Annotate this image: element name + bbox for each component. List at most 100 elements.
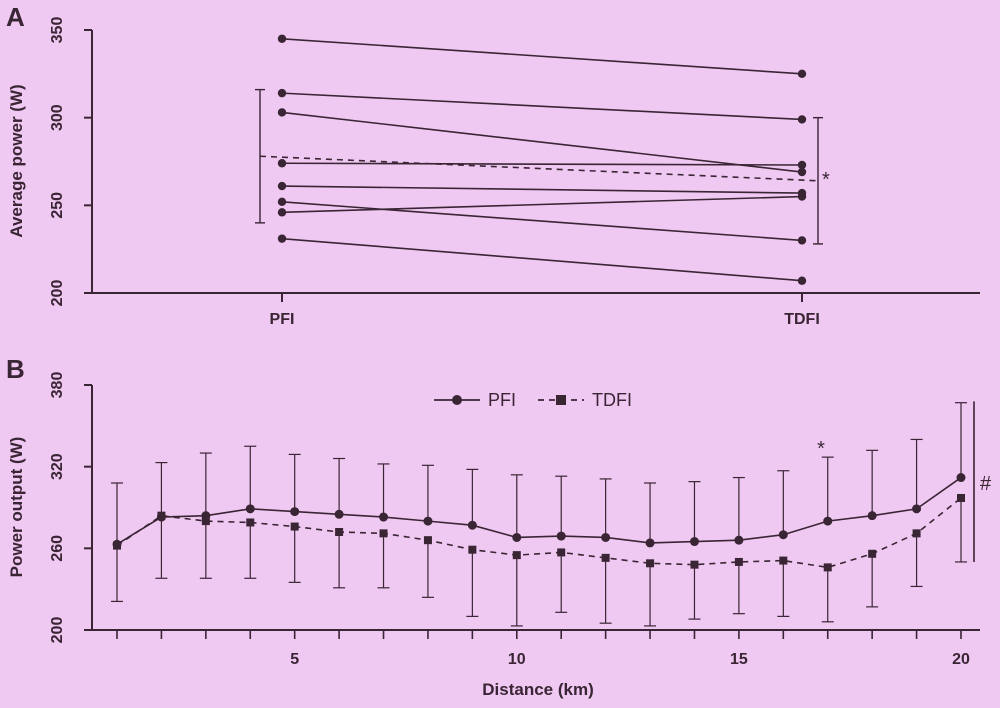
pfi-point-15 bbox=[778, 530, 788, 540]
panel-a-significance-star: * bbox=[822, 169, 830, 191]
participant-0-point-1 bbox=[797, 69, 807, 79]
participant-3-point-0 bbox=[277, 159, 287, 168]
pfi-point-3 bbox=[245, 504, 255, 514]
pfi-point-6 bbox=[379, 512, 389, 522]
tdfi-point-18 bbox=[912, 529, 921, 538]
mean-dashed-line bbox=[259, 155, 819, 182]
panel-b-chart: 200 260 320 380 5 10 15 20 Power output (W) Di… bbox=[7, 372, 992, 699]
tdfi-point-11 bbox=[601, 553, 610, 562]
panel-b-y-tick-label-2: 320 bbox=[49, 453, 66, 480]
participant-2-point-0 bbox=[277, 108, 287, 117]
pfi-point-13 bbox=[689, 537, 699, 547]
legend-pfi-label: PFI bbox=[488, 390, 516, 410]
panel-b-x-tick-label-1: 10 bbox=[508, 651, 526, 668]
pfi-point-0 bbox=[112, 539, 122, 549]
participant-7-point-1 bbox=[797, 276, 807, 285]
tdfi-point-16 bbox=[823, 563, 832, 572]
participant-2-point-1 bbox=[797, 167, 807, 177]
panel-b-x-axis-label: Distance (km) bbox=[482, 680, 593, 699]
tdfi-point-4 bbox=[290, 522, 299, 531]
panel-a-y-tick-label-0: 200 bbox=[49, 280, 66, 307]
tdfi-point-10 bbox=[557, 548, 566, 557]
tdfi-point-6 bbox=[379, 529, 388, 538]
tdfi-point-9 bbox=[512, 551, 521, 560]
participant-1-point-1 bbox=[797, 115, 807, 124]
participant-0-point-0 bbox=[277, 34, 287, 43]
tdfi-point-17 bbox=[868, 549, 877, 558]
pfi-point-5 bbox=[334, 509, 344, 519]
legend-pfi-marker bbox=[452, 395, 462, 405]
panel-b-y-tick-label-0: 200 bbox=[49, 617, 66, 644]
participant-6-point-0 bbox=[277, 208, 287, 217]
panel-a-y-axis-label: Average power (W) bbox=[7, 84, 26, 237]
participant-3-point-1 bbox=[797, 160, 807, 170]
panel-a-individual-lines bbox=[277, 34, 807, 285]
pfi-point-12 bbox=[645, 538, 655, 548]
panel-a-y-ticks: 200 250 300 350 bbox=[49, 17, 92, 307]
panel-a-y-tick-label-2: 300 bbox=[49, 104, 66, 131]
tdfi-point-5 bbox=[335, 528, 344, 536]
pfi-point-19 bbox=[956, 473, 966, 483]
panel-a-label: A bbox=[6, 2, 25, 32]
tdfi-point-13 bbox=[690, 560, 699, 569]
panel-a-x-ticks: PFI TDFI bbox=[270, 293, 820, 328]
participant-7-point-0 bbox=[277, 234, 287, 243]
participant-5-point-1 bbox=[797, 236, 807, 245]
panel-b-x-tick-label-2: 15 bbox=[730, 651, 748, 668]
tdfi-point-19 bbox=[957, 493, 965, 502]
pfi-point-2 bbox=[201, 511, 211, 521]
tdfi-point-14 bbox=[734, 557, 743, 566]
pfi-point-10 bbox=[556, 531, 566, 541]
tdfi-point-8 bbox=[468, 545, 477, 554]
panel-b-hash: # bbox=[980, 473, 992, 495]
participant-line-1 bbox=[281, 92, 803, 121]
pfi-point-7 bbox=[423, 516, 433, 526]
pfi-point-14 bbox=[734, 535, 744, 545]
tdfi-point-15 bbox=[779, 556, 788, 565]
panel-b-legend: PFI TDFI bbox=[434, 390, 632, 410]
panel-a-y-tick-label-1: 250 bbox=[49, 192, 66, 219]
tdfi-point-12 bbox=[646, 559, 655, 568]
pfi-point-18 bbox=[912, 504, 922, 514]
panel-a-x-tick-label-1: TDFI bbox=[784, 311, 820, 328]
participant-5-point-0 bbox=[277, 197, 287, 207]
tdfi-series-line bbox=[116, 497, 962, 569]
pfi-point-17 bbox=[867, 511, 877, 521]
participant-line-7 bbox=[281, 237, 803, 282]
legend-tdfi-label: TDFI bbox=[592, 390, 632, 410]
tdfi-point-7 bbox=[423, 536, 432, 545]
pfi-point-8 bbox=[467, 520, 477, 530]
panel-b-y-tick-label-1: 260 bbox=[49, 535, 66, 562]
participant-line-0 bbox=[281, 37, 803, 75]
panel-a-y-tick-label-3: 350 bbox=[49, 17, 66, 44]
participant-line-4 bbox=[281, 185, 803, 194]
tdfi-point-2 bbox=[201, 517, 210, 526]
legend-tdfi-marker bbox=[556, 395, 566, 405]
pfi-point-4 bbox=[290, 507, 300, 517]
panel-b-x-tick-label-3: 20 bbox=[952, 651, 970, 668]
panel-b-x-ticks: 5 10 15 20 bbox=[116, 630, 970, 668]
participant-line-2 bbox=[281, 111, 803, 173]
participant-4-point-0 bbox=[277, 181, 287, 191]
participant-6-point-1 bbox=[797, 192, 807, 201]
participant-1-point-0 bbox=[277, 88, 287, 98]
panel-b-y-tick-label-3: 380 bbox=[49, 372, 66, 399]
panel-b-series bbox=[111, 402, 967, 627]
panel-a-x-tick-label-0: PFI bbox=[270, 311, 295, 328]
panel-b-y-ticks: 200 260 320 380 bbox=[49, 372, 92, 644]
participant-line-3 bbox=[281, 162, 803, 166]
pfi-point-11 bbox=[601, 532, 611, 542]
panel-a-mean bbox=[255, 88, 823, 245]
participant-line-5 bbox=[281, 201, 803, 242]
participant-line-6 bbox=[281, 195, 803, 214]
pfi-point-1 bbox=[156, 512, 166, 522]
panel-a-chart: 200 250 300 350 PFI TDFI Average power (W) * bbox=[7, 17, 980, 328]
pfi-series-line bbox=[116, 476, 962, 545]
panel-b-label: B bbox=[6, 354, 25, 384]
tdfi-point-3 bbox=[246, 518, 255, 527]
panel-b-y-axis-label: Power output (W) bbox=[7, 437, 26, 578]
panel-b-significance-star: * bbox=[817, 438, 825, 460]
panel-b-x-tick-label-0: 5 bbox=[290, 651, 299, 668]
pfi-point-9 bbox=[512, 532, 522, 542]
